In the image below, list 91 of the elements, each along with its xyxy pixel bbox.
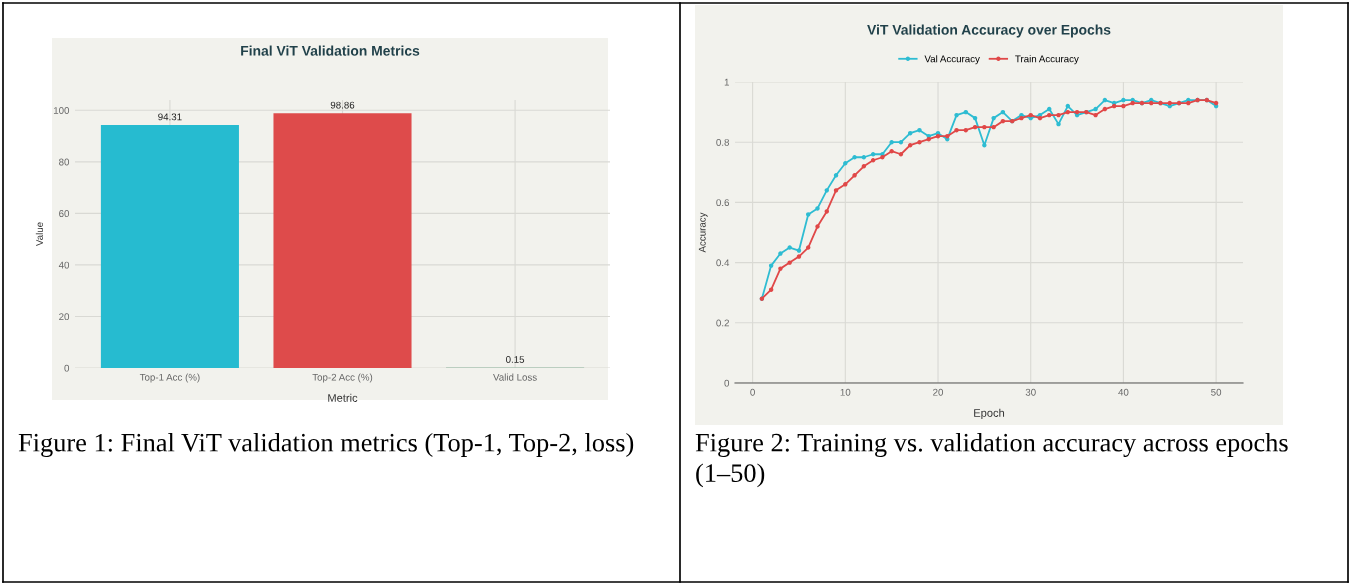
point [768, 263, 774, 268]
point [1047, 106, 1052, 112]
point [861, 155, 867, 160]
caption: Figure 2: Training vs. validation accuracy across epochs (1–50) [695, 433, 1288, 488]
point [1000, 118, 1006, 124]
y-tick-label: 0.8 [716, 138, 730, 146]
point [1000, 109, 1006, 115]
point [963, 109, 969, 115]
chart-title: Final ViT Validation Metrics [241, 45, 420, 56]
point [796, 254, 802, 259]
x-tick-label: Valid Loss [493, 373, 537, 381]
y-tick-label: 0.4 [716, 259, 730, 267]
point [824, 209, 829, 214]
data-label: 0.15 [506, 356, 525, 363]
point [1093, 106, 1098, 112]
point [870, 158, 876, 163]
point [1056, 112, 1061, 118]
point [796, 248, 802, 253]
point [982, 142, 987, 148]
point [963, 127, 969, 133]
point [991, 115, 996, 121]
point [982, 124, 987, 130]
x-tick-label: 0 [750, 388, 755, 396]
point [917, 127, 922, 133]
point [898, 152, 904, 157]
point [843, 161, 848, 166]
point [889, 149, 894, 154]
point [824, 188, 829, 193]
x-tick-label: 10 [840, 388, 851, 396]
legend-label: Val Accuracy [924, 55, 980, 65]
point [852, 155, 857, 160]
x-tick-label: Top-1 Acc (%) [139, 373, 200, 383]
point [1047, 112, 1052, 118]
point [787, 260, 792, 265]
point [954, 112, 959, 118]
x-tick-label: 30 [1025, 388, 1036, 396]
point [815, 206, 820, 211]
point [972, 124, 978, 130]
point [870, 152, 876, 157]
y-axis-title: Value [35, 222, 43, 247]
point [907, 142, 913, 148]
point [843, 182, 848, 187]
point [1056, 121, 1061, 127]
point [898, 139, 904, 145]
point [787, 245, 792, 250]
y-tick-label: 0.2 [716, 319, 729, 327]
y-tick-label: 1 [724, 78, 729, 86]
point [1065, 109, 1071, 115]
bar [273, 113, 412, 368]
y-tick-label: 20 [59, 313, 70, 321]
point [1121, 97, 1126, 103]
point [907, 130, 913, 136]
point [1093, 112, 1098, 118]
chart-title: ViT Validation Accuracy over Epochs [867, 24, 1111, 38]
y-tick-label: 0.6 [716, 199, 730, 207]
point [991, 124, 996, 130]
data-label: 94.31 [158, 113, 182, 121]
point [917, 139, 922, 145]
y-tick-label: 40 [58, 261, 70, 269]
point [806, 212, 811, 217]
caption: Figure 1: Final ViT validation metrics (Top-1, Top-2, loss) [18, 433, 634, 458]
point [778, 251, 783, 256]
y-tick-label: 60 [59, 210, 70, 217]
data-label: 98.86 [330, 101, 355, 109]
x-tick-label: 50 [1211, 388, 1222, 396]
point [833, 173, 839, 178]
legend-label: Train Accuracy [1015, 55, 1079, 65]
point [1065, 103, 1071, 109]
point [815, 224, 820, 229]
x-tick-label: Top-2 Acc (%) [312, 373, 373, 383]
point [1121, 103, 1126, 109]
x-tick-label: 20 [933, 388, 944, 396]
y-axis-title: Accuracy [698, 212, 708, 253]
point [806, 245, 811, 250]
point [972, 115, 978, 121]
point [954, 127, 959, 133]
y-tick-label: 100 [53, 107, 70, 114]
y-tick-label: 0 [64, 364, 70, 372]
point [833, 188, 839, 193]
point [1102, 106, 1108, 112]
x-axis-title: Epoch [974, 408, 1005, 420]
bar [100, 124, 239, 368]
point [768, 287, 774, 292]
x-tick-label: 40 [1118, 388, 1129, 396]
point [852, 173, 857, 178]
y-tick-label: 80 [59, 158, 70, 166]
point [778, 266, 783, 271]
point [861, 164, 867, 169]
point [889, 139, 894, 145]
x-axis-title: Metric [328, 393, 358, 402]
point [1102, 97, 1108, 103]
